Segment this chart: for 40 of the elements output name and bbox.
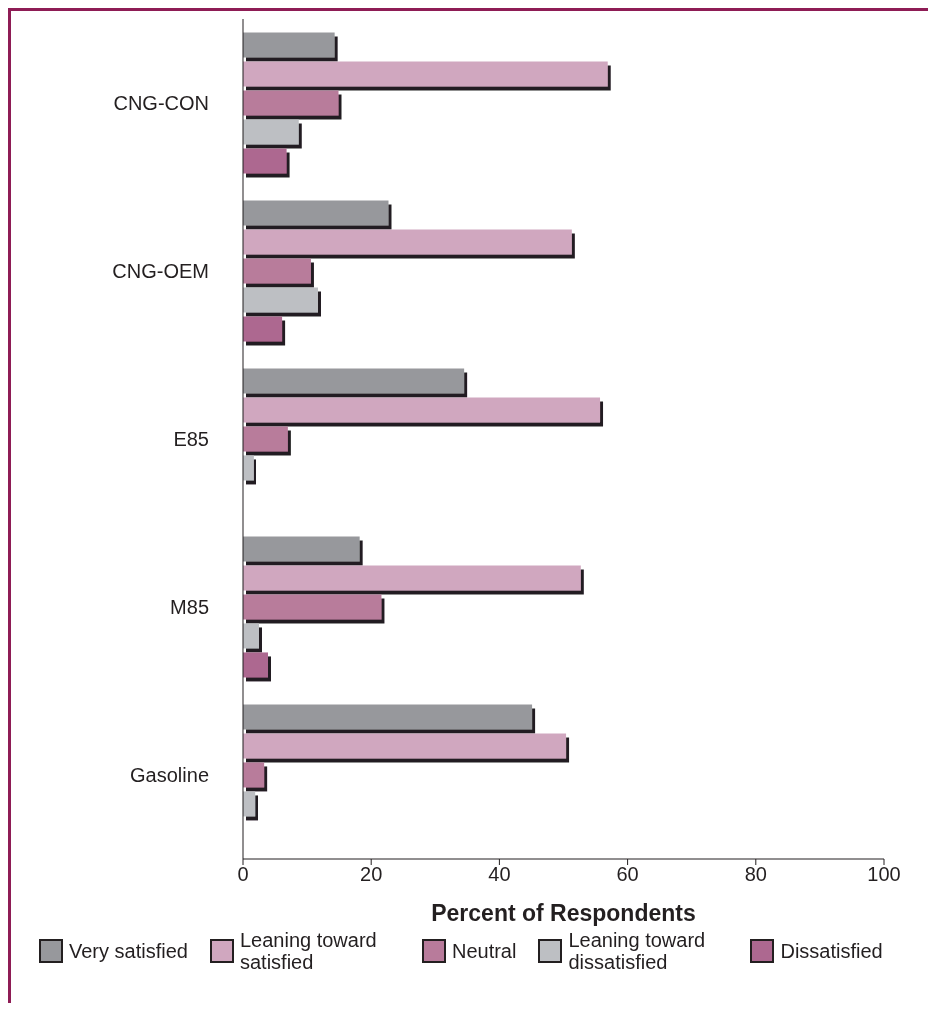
bar xyxy=(243,368,465,394)
bar xyxy=(243,455,254,481)
x-tick-label: 100 xyxy=(867,863,901,886)
legend-label: Leaning toward satisfied xyxy=(239,929,378,973)
x-tick-label: 40 xyxy=(488,863,511,886)
bar xyxy=(243,258,311,284)
y-tick-label: Gasoline xyxy=(130,764,209,787)
legend-label: Leaning toward dissatisfied xyxy=(568,929,707,973)
bar xyxy=(243,229,572,255)
y-tick-label: CNG-OEM xyxy=(112,260,209,283)
x-tick-label: 20 xyxy=(360,863,383,886)
bar xyxy=(243,148,287,174)
bar xyxy=(243,61,608,87)
bar xyxy=(243,90,339,116)
bar xyxy=(243,594,382,620)
bar xyxy=(243,397,601,423)
legend-label: Very satisfied xyxy=(69,940,188,962)
bar xyxy=(243,316,283,342)
bar xyxy=(243,287,318,313)
x-tick-label: 60 xyxy=(616,863,639,886)
bar xyxy=(243,200,389,226)
bar xyxy=(243,762,265,788)
bar xyxy=(243,426,288,452)
x-axis-title: Percent of Respondents xyxy=(431,900,696,926)
bar xyxy=(243,791,256,817)
bar xyxy=(243,536,360,562)
bar xyxy=(243,623,260,649)
bar xyxy=(243,652,268,678)
y-tick-label: E85 xyxy=(173,428,209,451)
y-tick-label: CNG-CON xyxy=(113,92,209,115)
bar xyxy=(243,119,299,145)
x-tick-label: 80 xyxy=(744,863,767,886)
x-tick-label: 0 xyxy=(237,863,249,886)
bar xyxy=(243,704,533,730)
legend-label: Dissatisfied xyxy=(780,940,883,962)
legend-label: Neutral xyxy=(451,940,517,962)
y-tick-label: M85 xyxy=(170,596,209,619)
bar xyxy=(243,565,581,591)
bar xyxy=(243,32,335,58)
bar xyxy=(243,733,567,759)
